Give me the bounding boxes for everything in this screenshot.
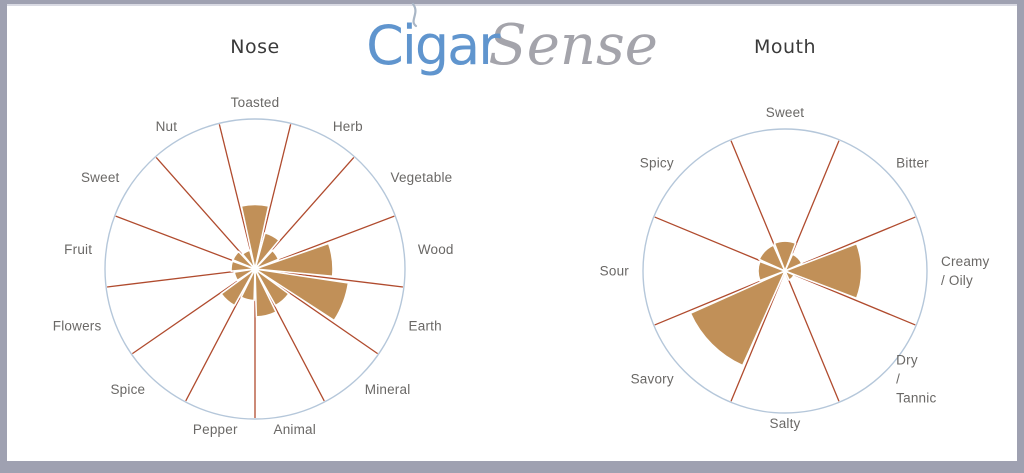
sector-wedge-wood: [254, 242, 334, 278]
polar-ring: [642, 128, 928, 414]
category-label-animal: Animal: [273, 422, 315, 437]
category-label-creamy-oily: Creamy / Oily: [941, 254, 990, 288]
sector-wedge-sour: [757, 260, 786, 282]
sector-wedge-spicy: [758, 244, 786, 272]
category-label-bitter: Bitter: [896, 155, 929, 170]
sector-wedge-mineral: [254, 268, 290, 307]
sector-divider-line: [115, 215, 253, 269]
category-label-spice: Spice: [110, 382, 145, 397]
category-label-pepper: Pepper: [193, 422, 238, 437]
nose-chart-title: Nose: [230, 36, 280, 58]
sector-wedge-pepper: [240, 268, 256, 302]
nose-rose-chart: Toasted Herb Vegetable Wood Earth Mineral Anim…: [53, 95, 454, 437]
category-label-sweet: Sweet: [81, 170, 120, 185]
sector-wedge-toasted: [240, 203, 270, 270]
category-label-fruit: Fruit: [64, 242, 92, 257]
category-label-flowers: Flowers: [53, 319, 102, 334]
sector-wedge-herb: [254, 232, 280, 270]
sector-wedge-spice: [220, 268, 256, 307]
category-label-sweet: Sweet: [766, 105, 805, 120]
mouth-rose-chart: Sweet Bitter Creamy / Oily Dry / Tannic Salty Sa…: [600, 105, 990, 431]
sector-wedge-nut: [241, 249, 256, 270]
sector-divider-line: [785, 273, 840, 402]
smoke-wisp-icon: [412, 2, 418, 28]
category-label-salty: Salty: [769, 416, 800, 431]
polar-ring: [104, 118, 406, 420]
category-label-earth: Earth: [409, 319, 442, 334]
category-label-vegetable: Vegetable: [391, 170, 453, 185]
sector-wedge-bitter: [784, 253, 803, 272]
category-label-herb: Herb: [333, 119, 363, 134]
logo-text-sense: Sense: [488, 13, 658, 78]
category-label-toasted: Toasted: [231, 95, 280, 110]
category-label-spicy: Spicy: [640, 155, 674, 170]
logo-text-cigar: Cigar: [366, 2, 500, 79]
sector-wedge-animal: [254, 268, 277, 318]
sector-wedge-dry-tannic: [784, 270, 795, 281]
mouth-chart-title: Mouth: [753, 36, 817, 58]
sector-divider-line: [107, 268, 253, 288]
sector-wedge-fruit: [230, 260, 256, 273]
sector-wedge-sweet: [232, 250, 256, 270]
category-label-mineral: Mineral: [365, 382, 411, 397]
sector-wedge-earth: [254, 268, 350, 322]
content-panel: Nose Cigar Sense Mouth Toasted Herb Vegeta…: [7, 2, 1017, 461]
category-label-savory: Savory: [631, 372, 674, 387]
sector-divider-line: [155, 157, 254, 268]
sector-wedge-flowers: [233, 268, 256, 282]
category-label-nut: Nut: [156, 119, 178, 134]
sector-wedge-creamy-oily: [784, 242, 863, 300]
sector-wedge-vegetable: [254, 249, 280, 270]
category-label-dry-tannic: Dry / Tannic: [896, 353, 936, 406]
sector-wedge-savory: [689, 270, 786, 367]
sector-wedge-sweet: [773, 240, 797, 272]
category-label-sour: Sour: [600, 264, 630, 279]
category-label-wood: Wood: [418, 242, 454, 257]
